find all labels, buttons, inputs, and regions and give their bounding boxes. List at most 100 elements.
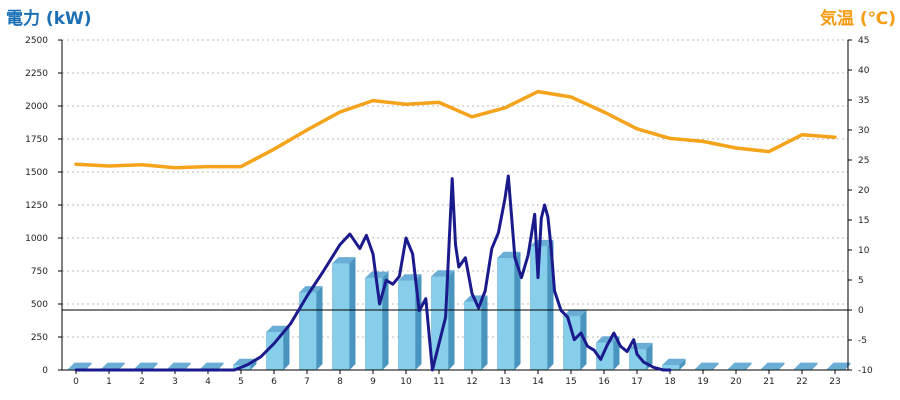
x-tick-label: 11 <box>433 377 444 387</box>
bar <box>464 295 488 371</box>
bar-top <box>68 362 92 369</box>
bar-side <box>514 251 521 370</box>
bar-side <box>349 257 356 370</box>
bar <box>431 270 455 371</box>
y-right-tick-label: 15 <box>858 216 869 226</box>
x-tick-label: 3 <box>172 377 178 387</box>
bar-face <box>332 262 350 371</box>
line-layer <box>74 89 837 372</box>
y-left-tick-label: 250 <box>31 333 48 343</box>
x-tick-label: 10 <box>400 377 412 387</box>
x-tick-label: 20 <box>730 377 742 387</box>
bar-face <box>464 301 482 371</box>
bar-face <box>398 279 416 371</box>
right-axis-title: 気温 (℃) <box>819 9 896 29</box>
power-line <box>74 174 672 372</box>
y-left-tick-label: 2000 <box>25 102 48 112</box>
x-tick-label: 15 <box>565 377 576 387</box>
bar-side <box>217 362 224 370</box>
bar <box>530 239 554 371</box>
y-right-tick-label: 35 <box>858 96 869 106</box>
y-right-tick-label: 30 <box>858 126 870 136</box>
bar <box>497 251 521 371</box>
bar-top <box>794 362 818 369</box>
x-tick-label: 16 <box>598 377 610 387</box>
y-left-tick-label: 0 <box>42 366 48 376</box>
bar-side <box>382 271 389 370</box>
bar-side <box>316 286 323 370</box>
bar-top <box>596 336 620 343</box>
bar-top <box>827 362 851 369</box>
y-right-tick-label: -5 <box>858 336 867 346</box>
y-right-tick-label: 40 <box>858 66 870 76</box>
bar <box>728 362 752 371</box>
y-right-tick-label: 5 <box>858 276 864 286</box>
y-right-tick-label: -10 <box>858 366 873 376</box>
bar-side <box>118 362 125 370</box>
x-tick-label: 7 <box>304 377 310 387</box>
bar-side <box>811 362 818 370</box>
temperature-line <box>74 89 837 170</box>
x-tick-label: 1 <box>106 377 112 387</box>
x-tick-label: 5 <box>238 377 244 387</box>
bar-side <box>448 270 455 370</box>
y-left-tick-label: 1500 <box>25 168 48 178</box>
y-right-tick-label: 20 <box>858 186 870 196</box>
bar-layer <box>68 239 851 371</box>
bar-face <box>563 315 581 371</box>
bar-side <box>613 336 620 370</box>
bar-top <box>332 257 356 264</box>
x-tick-label: 23 <box>829 377 840 387</box>
bar <box>761 362 785 371</box>
x-tick-label: 9 <box>370 377 376 387</box>
bar-top <box>200 362 224 369</box>
bar-top <box>167 362 191 369</box>
y-right-tick-label: 10 <box>858 246 870 256</box>
left-axis-title: 電力 (kW) <box>6 9 92 29</box>
bar-face <box>497 257 515 371</box>
y-left-tick-label: 2250 <box>25 69 48 79</box>
x-tick-label: 21 <box>763 377 774 387</box>
bar <box>299 286 323 371</box>
x-tick-label: 22 <box>796 377 807 387</box>
bar-side <box>85 362 92 370</box>
y-left-tick-label: 1000 <box>25 234 48 244</box>
bar-side <box>481 295 488 370</box>
x-tick-label: 6 <box>271 377 277 387</box>
bar-side <box>778 362 785 370</box>
bar <box>794 362 818 371</box>
bar <box>596 336 620 371</box>
bar-face <box>365 277 383 371</box>
bar-top <box>563 309 587 316</box>
x-tick-label: 18 <box>664 377 676 387</box>
bar-top <box>101 362 125 369</box>
bar-side <box>679 358 686 370</box>
y-left-tick-label: 1250 <box>25 201 48 211</box>
y-left-tick-label: 2500 <box>25 36 48 46</box>
x-tick-label: 2 <box>139 377 145 387</box>
y-right-tick-label: 45 <box>858 36 869 46</box>
y-left-tick-label: 750 <box>31 267 48 277</box>
bar-top <box>662 358 686 365</box>
x-tick-label: 4 <box>205 377 211 387</box>
x-tick-label: 8 <box>337 377 343 387</box>
bar-top <box>761 362 785 369</box>
x-tick-label: 12 <box>466 377 477 387</box>
bar-side <box>151 362 158 370</box>
y-right-tick-label: 0 <box>858 306 864 316</box>
x-tick-label: 13 <box>499 377 510 387</box>
x-tick-label: 19 <box>697 377 709 387</box>
bar-side <box>745 362 752 370</box>
x-tick-label: 14 <box>532 377 544 387</box>
bar <box>827 362 851 371</box>
axis-layer: 0 250 5 0 0 750 1000 1250 1500 1750 2000 2250 2500 -1… <box>25 36 873 387</box>
x-tick-label: 0 <box>73 377 79 387</box>
y-left-tick-label: 1750 <box>25 135 48 145</box>
bar <box>695 362 719 371</box>
y-right-tick-label: 25 <box>858 156 869 166</box>
grid-layer <box>62 39 848 338</box>
bar-side <box>712 362 719 370</box>
bar <box>662 358 686 371</box>
bar-top <box>728 362 752 369</box>
